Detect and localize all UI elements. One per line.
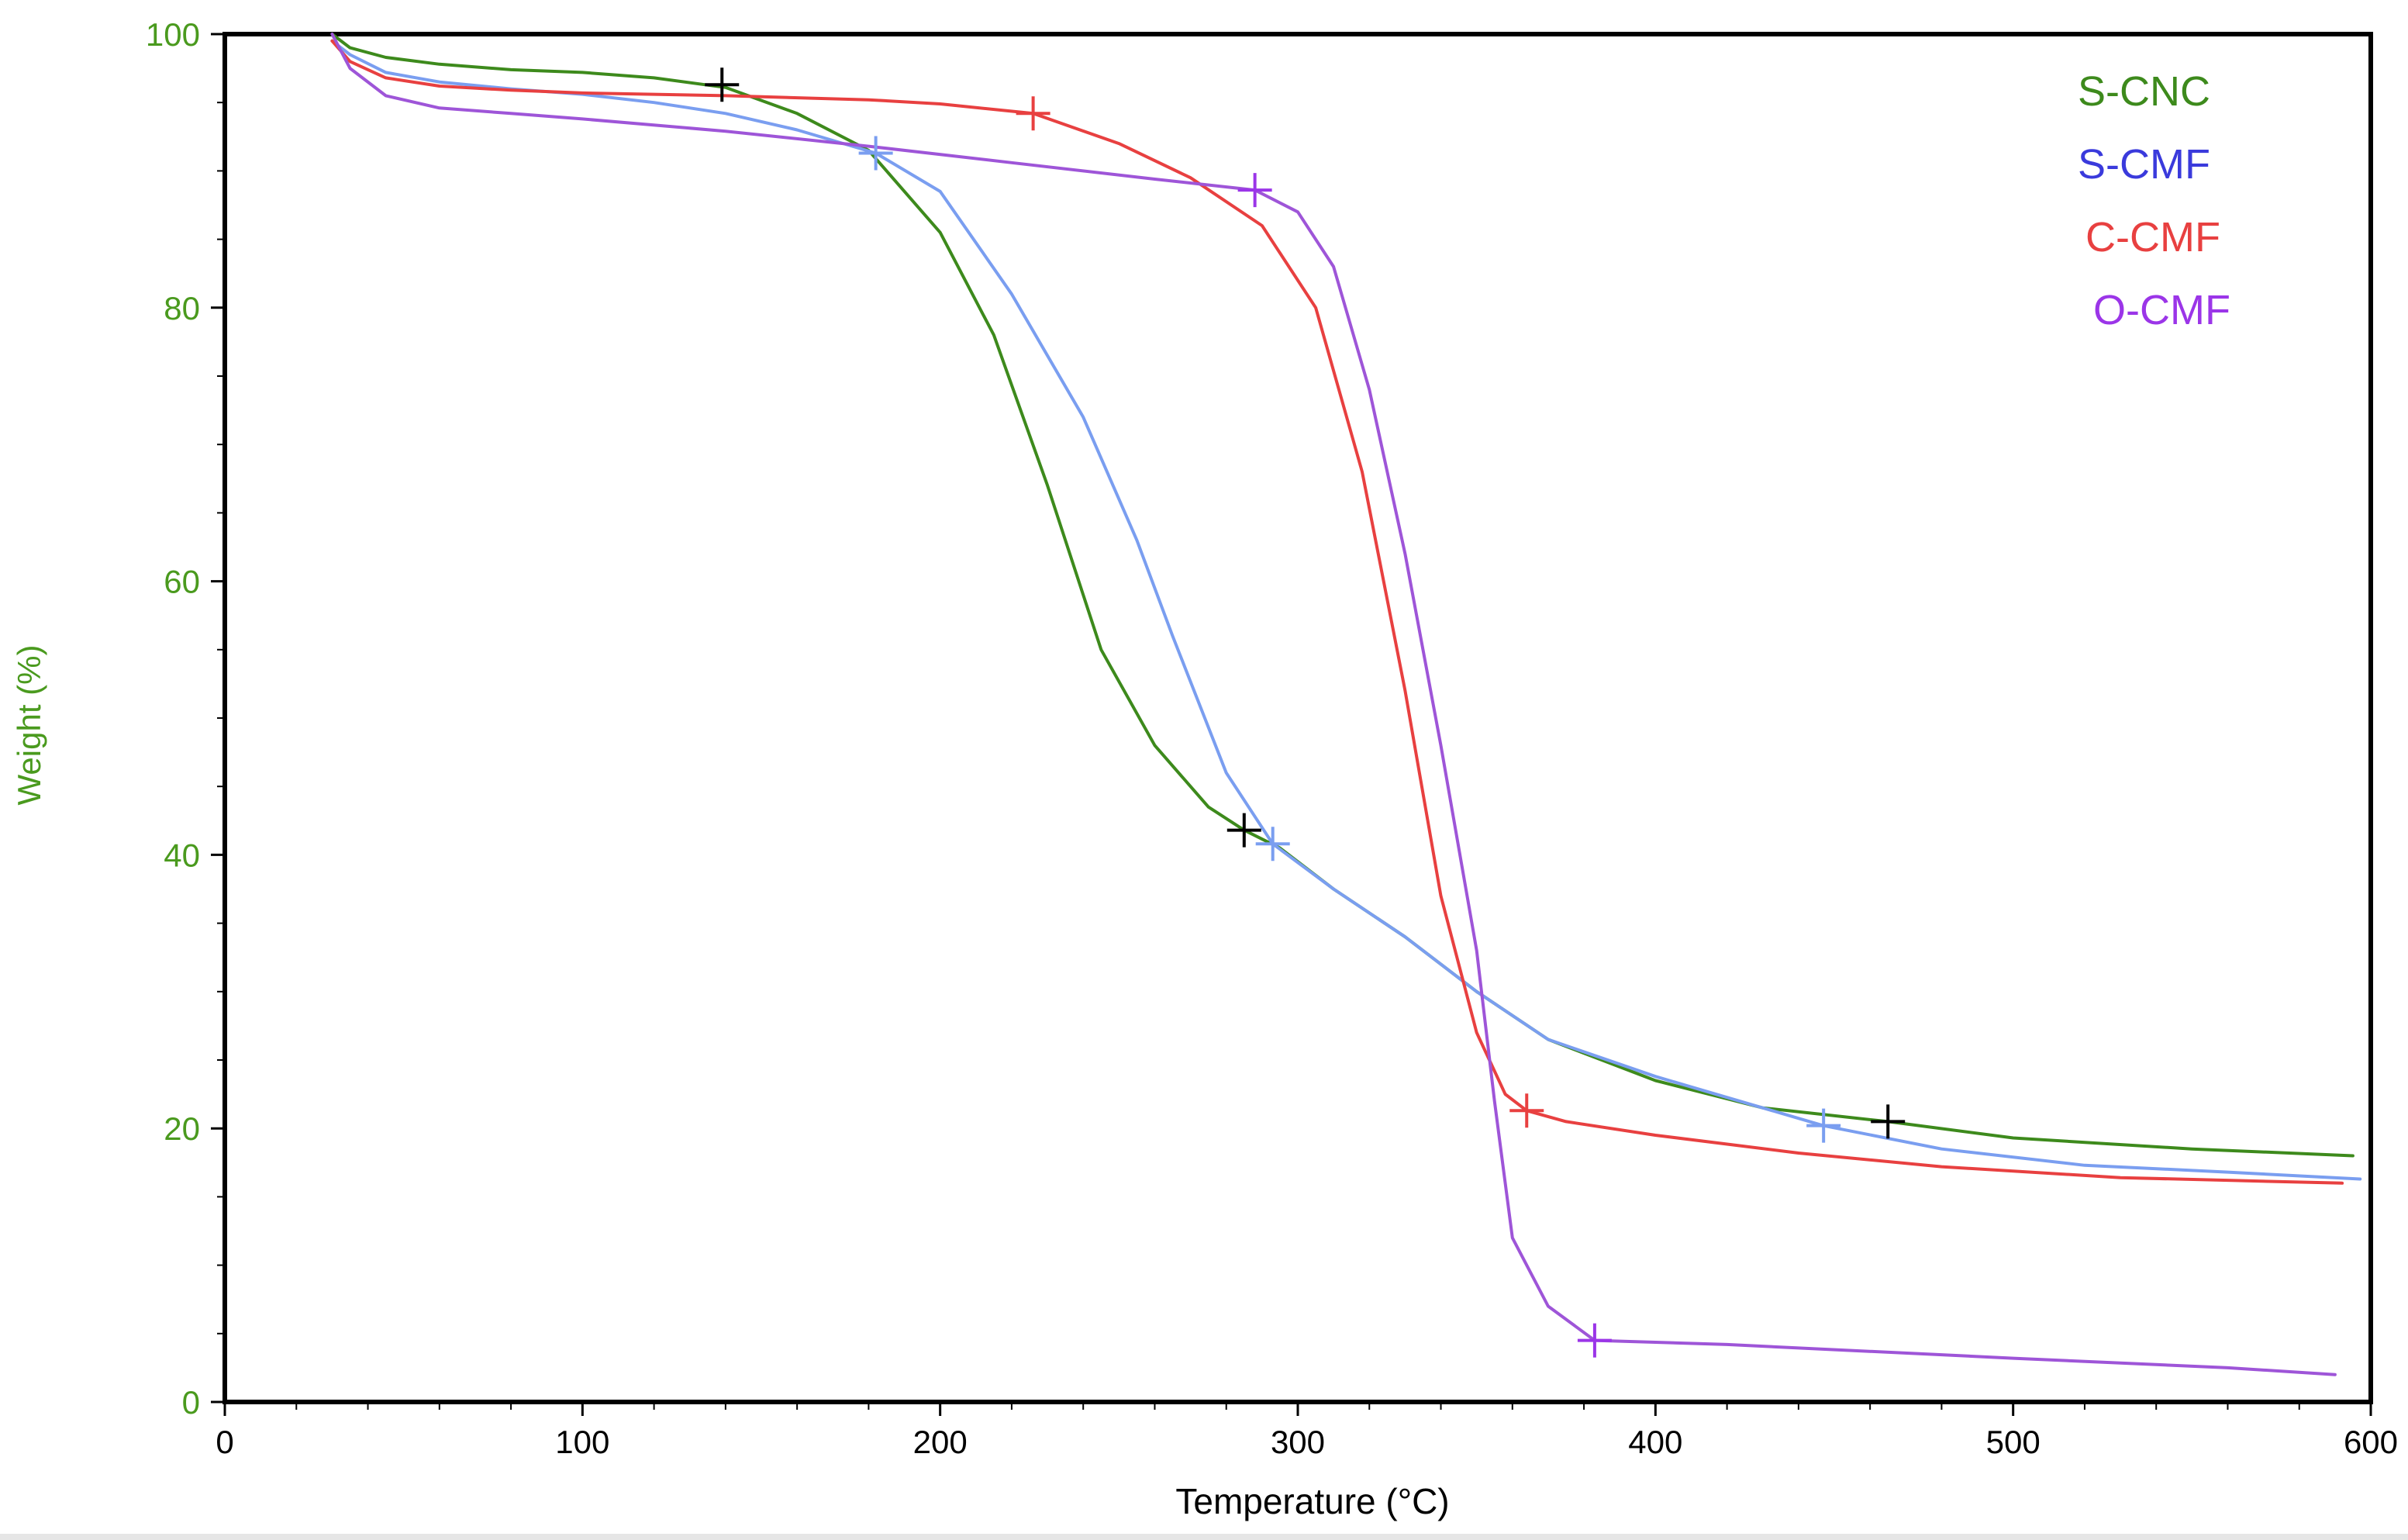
marker-s-cnc [1871,1104,1906,1139]
legend: S-CNC S-CMF C-CMF O-CMF [2078,68,2230,333]
x-tick-label: 300 [1271,1424,1325,1460]
plot-frame [223,32,2373,1404]
series-line-c-cmf [330,39,2344,1185]
marker-s-cnc [1226,813,1261,848]
marker-s-cnc [705,67,740,102]
y-tick-label: 100 [146,16,200,53]
legend-label-o-cmf: O-CMF [2093,287,2230,333]
legend-label-c-cmf: C-CMF [2085,214,2220,261]
y-tick-label: 60 [164,564,200,600]
x-tick-label: 400 [1628,1424,1682,1460]
bottom-scroll-strip [0,1534,2408,1540]
x-tick-label: 100 [555,1424,609,1460]
axis-ticks: 0 100 200 300 400 500 600 0 20 40 60 80 100 [146,16,2398,1460]
marker-s-cmf [1806,1108,1841,1143]
y-tick-label: 20 [164,1110,200,1147]
marker-o-cmf [1577,1323,1612,1358]
marker-c-cmf [1016,96,1050,131]
legend-label-s-cmf: S-CMF [2078,141,2210,188]
series-markers [705,67,1906,1358]
y-tick-label: 0 [182,1384,200,1421]
y-tick-label: 80 [164,290,200,326]
x-axis-label: Temperature (°C) [1175,1481,1449,1521]
marker-o-cmf [1237,173,1272,208]
x-tick-label: 0 [216,1424,233,1460]
series-line-s-cnc [330,33,2355,1158]
y-axis-label: Weight (%) [11,645,47,806]
y-tick-label: 40 [164,837,200,873]
x-tick-label: 600 [2344,1424,2398,1460]
x-tick-label: 200 [913,1424,968,1460]
series-line-s-cmf [330,39,2362,1181]
series-lines [330,33,2362,1376]
marker-s-cmf [1255,827,1290,862]
marker-c-cmf [1509,1093,1544,1128]
marker-s-cmf [858,136,893,171]
x-tick-label: 500 [1986,1424,2041,1460]
legend-label-s-cnc: S-CNC [2078,68,2210,115]
